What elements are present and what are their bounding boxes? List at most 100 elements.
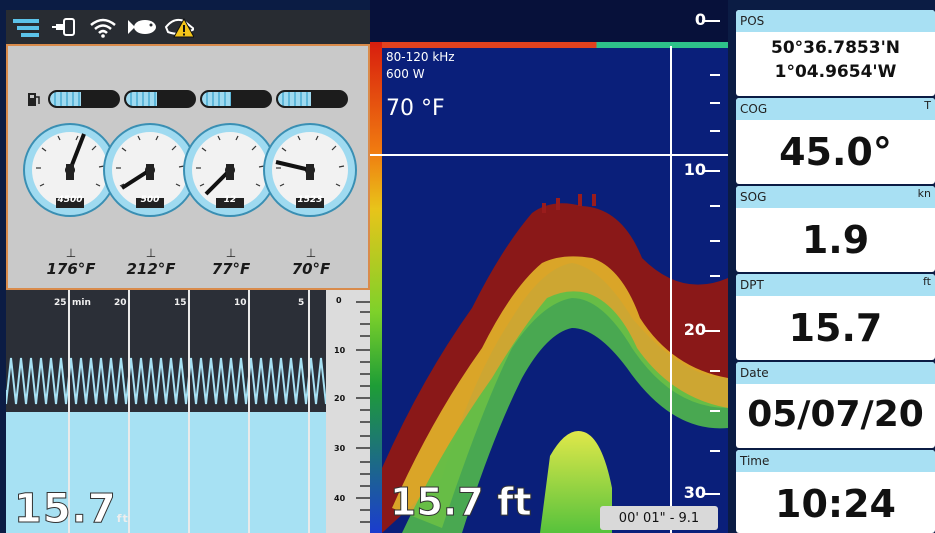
scale-tick bbox=[710, 102, 720, 104]
temperature-value: 70°F bbox=[291, 260, 331, 278]
fuel-pump-icon bbox=[28, 93, 40, 106]
pos-latitude: 50°36.7853'N bbox=[770, 38, 901, 58]
date-value: 05/07/20 bbox=[747, 394, 924, 435]
data-box-pos[interactable]: POS 50°36.7853'N 1°04.9654'W bbox=[736, 10, 935, 96]
sonar-depth-scale: 0 10 20 30 bbox=[668, 0, 728, 533]
data-box-sog[interactable]: SOG kn 1.9 bbox=[736, 186, 935, 272]
sonar-depth-readout: 15.7 ft bbox=[390, 480, 533, 525]
data-boxes-column: POS 50°36.7853'N 1°04.9654'W COG T 45.0° … bbox=[728, 0, 935, 533]
sog-value: 1.9 bbox=[801, 218, 870, 262]
history-time-label: min bbox=[72, 298, 91, 308]
history-time-label: 5 bbox=[298, 298, 305, 308]
sonar-depth-cursor[interactable] bbox=[370, 154, 728, 156]
data-box-header: COG T bbox=[736, 98, 935, 120]
data-box-label: DPT bbox=[740, 278, 764, 292]
rpm-gauge-1[interactable]: 4500 bbox=[22, 110, 118, 250]
thermometer-icon: ⊥ bbox=[305, 246, 317, 260]
history-depth-scale: 0 10 20 30 40 bbox=[326, 290, 370, 533]
temperature-value: 176°F bbox=[46, 260, 96, 278]
time-value: 10:24 bbox=[775, 482, 896, 526]
sonar-panel[interactable]: 80-120 kHz 600 W 70 °F 0 10 20 30 15.7 f… bbox=[370, 0, 728, 533]
history-gridline bbox=[308, 290, 310, 533]
scale-tick bbox=[710, 370, 720, 372]
fuel-gauge-3 bbox=[200, 90, 272, 108]
engine-gauges: 4500 500 bbox=[22, 110, 362, 250]
history-scale-label: 0 bbox=[336, 296, 342, 305]
warning-icon[interactable] bbox=[164, 15, 194, 39]
sonar-color-scale bbox=[370, 42, 382, 533]
data-box-dpt[interactable]: DPT ft 15.7 bbox=[736, 274, 935, 360]
gauge-value-3: 12 bbox=[223, 195, 237, 205]
scale-tick bbox=[702, 493, 720, 495]
sonar-time-readout: 00' 01" - 9.1 bbox=[600, 506, 718, 530]
temperature-4: ⊥ 70°F bbox=[266, 246, 356, 278]
rpm-gauge-4[interactable]: 1523 bbox=[262, 110, 358, 250]
data-box-date[interactable]: Date 05/07/20 bbox=[736, 362, 935, 448]
scale-tick bbox=[702, 330, 720, 332]
fuel-gauge-4 bbox=[276, 90, 348, 108]
scale-tick bbox=[710, 410, 720, 412]
sonar-scale-label: 0 bbox=[694, 10, 706, 29]
scale-tick bbox=[710, 450, 720, 452]
temperature-value: 77°F bbox=[211, 260, 251, 278]
history-time-label: 10 bbox=[234, 298, 247, 308]
data-box-label: SOG bbox=[740, 190, 767, 204]
data-box-time[interactable]: Time 10:24 bbox=[736, 450, 935, 533]
pos-longitude: 1°04.9654'W bbox=[774, 62, 897, 82]
data-box-header: SOG kn bbox=[736, 186, 935, 208]
sonar-frequency-bar bbox=[382, 42, 728, 48]
scale-tick bbox=[710, 130, 720, 132]
data-box-label: POS bbox=[736, 10, 935, 32]
sonar-scale-label: 10 bbox=[683, 160, 706, 179]
data-box-cog[interactable]: COG T 45.0° bbox=[736, 98, 935, 184]
data-box-unit: ft bbox=[923, 275, 931, 288]
scale-tick bbox=[702, 170, 720, 172]
history-time-label: 25 bbox=[54, 298, 67, 308]
gauge-value-4: 1523 bbox=[297, 195, 323, 205]
scale-tick bbox=[710, 74, 720, 76]
history-time-label: 15 bbox=[174, 298, 187, 308]
rpm-gauge-2[interactable]: 500 bbox=[102, 110, 198, 250]
data-box-label: Date bbox=[736, 362, 935, 384]
data-box-label: COG bbox=[740, 102, 768, 116]
menu-icon[interactable] bbox=[12, 15, 42, 39]
history-gridline bbox=[248, 290, 250, 533]
history-scale-label: 40 bbox=[334, 494, 346, 503]
history-time-label: 20 bbox=[114, 298, 127, 308]
temperature-value: 212°F bbox=[126, 260, 176, 278]
gauge-value-2: 500 bbox=[140, 195, 160, 205]
data-box-unit: kn bbox=[917, 187, 931, 200]
sonar-scale-label: 30 bbox=[683, 483, 706, 502]
fish-icon[interactable] bbox=[126, 15, 156, 39]
dpt-value: 15.7 bbox=[788, 306, 883, 350]
sonar-echogram bbox=[382, 194, 728, 533]
sonar-power: 600 W bbox=[386, 67, 425, 81]
history-scale-label: 30 bbox=[334, 444, 346, 453]
data-box-label: Time bbox=[736, 450, 935, 472]
wifi-icon[interactable] bbox=[88, 15, 118, 39]
history-gridline bbox=[68, 290, 70, 533]
status-bar bbox=[6, 10, 370, 44]
scale-tick bbox=[710, 240, 720, 242]
temperature-3: ⊥ 77°F bbox=[186, 246, 276, 278]
sonar-water-temp: 70 °F bbox=[386, 96, 445, 121]
sonar-frequency: 80-120 kHz bbox=[386, 50, 455, 64]
rpm-gauge-3[interactable]: 12 bbox=[182, 110, 278, 250]
history-depth-unit: ft bbox=[116, 512, 129, 525]
data-box-header: DPT ft bbox=[736, 274, 935, 296]
fuel-gauge-2 bbox=[124, 90, 196, 108]
sonar-range-marker[interactable] bbox=[670, 46, 672, 533]
history-gridline bbox=[128, 290, 130, 533]
history-depth-readout: 15.7ft bbox=[14, 486, 129, 533]
thermometer-icon: ⊥ bbox=[145, 246, 157, 260]
scale-tick bbox=[710, 275, 720, 277]
sonar-scale-label: 20 bbox=[683, 320, 706, 339]
gauge-value-1: 4500 bbox=[57, 195, 83, 205]
gps-plug-icon[interactable] bbox=[50, 15, 80, 39]
history-depth-value: 15.7 bbox=[14, 486, 117, 533]
depth-history-panel[interactable]: 25 min 20 15 10 5 0 10 20 30 40 15.7ft bbox=[6, 290, 370, 533]
depth-history-trace bbox=[6, 357, 326, 430]
data-box-unit: T bbox=[924, 99, 931, 112]
history-header bbox=[6, 290, 336, 350]
